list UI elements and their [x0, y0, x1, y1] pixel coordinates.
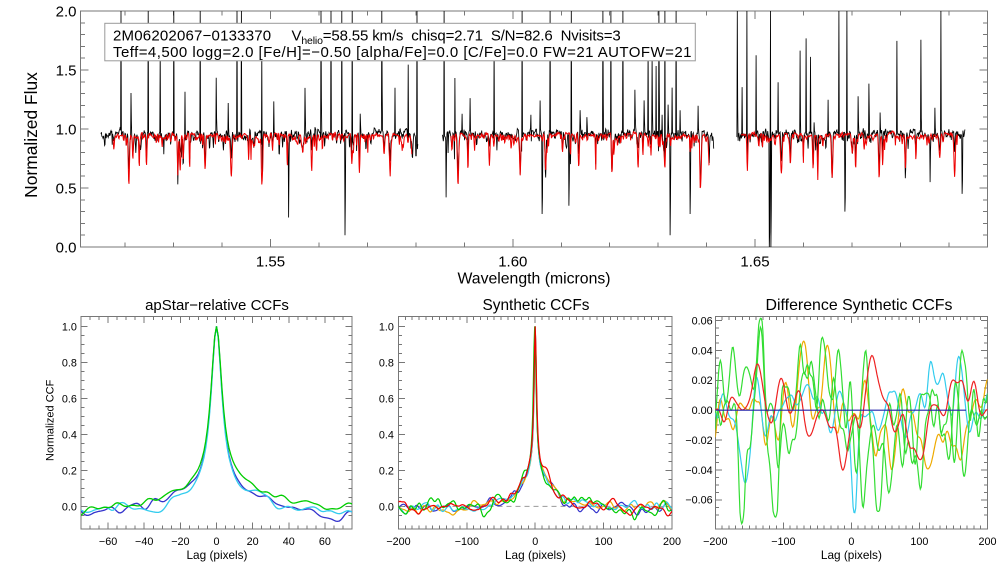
svg-text:−100: −100 — [455, 536, 479, 548]
svg-text:0.8: 0.8 — [379, 357, 394, 369]
svg-text:0.0: 0.0 — [62, 501, 77, 513]
svg-text:2.0: 2.0 — [56, 3, 77, 20]
svg-text:0.00: 0.00 — [692, 405, 713, 417]
svg-text:Difference Synthetic CCFs: Difference Synthetic CCFs — [766, 297, 953, 314]
svg-text:apStar−relative CCFs: apStar−relative CCFs — [145, 297, 289, 314]
svg-text:40: 40 — [283, 536, 295, 548]
svg-text:200: 200 — [978, 536, 996, 548]
svg-text:1.5: 1.5 — [56, 62, 77, 79]
svg-text:60: 60 — [319, 536, 331, 548]
svg-text:Teff=4,500 logg=2.0 [Fe/H]=−0.: Teff=4,500 logg=2.0 [Fe/H]=−0.50 [alpha/… — [113, 44, 692, 61]
svg-text:−0.06: −0.06 — [685, 495, 712, 507]
svg-text:1.55: 1.55 — [256, 254, 285, 271]
svg-text:0: 0 — [532, 536, 538, 548]
svg-text:Synthetic CCFs: Synthetic CCFs — [483, 297, 590, 314]
svg-text:−0.04: −0.04 — [685, 465, 712, 477]
svg-text:0.8: 0.8 — [62, 357, 77, 369]
svg-text:1.65: 1.65 — [740, 254, 769, 271]
svg-text:Lag (pixels): Lag (pixels) — [187, 548, 248, 562]
svg-text:100: 100 — [910, 536, 928, 548]
svg-text:0.4: 0.4 — [62, 429, 77, 441]
svg-text:0: 0 — [213, 536, 219, 548]
svg-text:−100: −100 — [771, 536, 795, 548]
svg-text:1.60: 1.60 — [498, 254, 527, 271]
svg-text:0.6: 0.6 — [379, 393, 394, 405]
svg-text:−200: −200 — [386, 536, 410, 548]
svg-text:−40: −40 — [135, 536, 153, 548]
svg-text:−20: −20 — [171, 536, 189, 548]
svg-text:Lag (pixels): Lag (pixels) — [505, 548, 566, 562]
svg-text:0.2: 0.2 — [379, 465, 394, 477]
svg-text:100: 100 — [595, 536, 613, 548]
svg-text:0: 0 — [848, 536, 854, 548]
svg-text:0.02: 0.02 — [692, 375, 713, 387]
svg-text:0.04: 0.04 — [692, 345, 713, 357]
svg-text:2M06202067−0133370: 2M06202067−0133370 — [113, 27, 271, 44]
svg-text:1.0: 1.0 — [379, 321, 394, 333]
svg-text:−0.02: −0.02 — [685, 435, 712, 447]
svg-text:0.0: 0.0 — [379, 501, 394, 513]
svg-text:200: 200 — [663, 536, 681, 548]
svg-text:1.0: 1.0 — [56, 121, 77, 138]
svg-text:Normalized CCF: Normalized CCF — [45, 379, 57, 461]
svg-text:−60: −60 — [99, 536, 117, 548]
svg-text:−200: −200 — [703, 536, 727, 548]
svg-text:0.5: 0.5 — [56, 180, 77, 197]
svg-text:Lag (pixels): Lag (pixels) — [821, 548, 882, 562]
svg-text:Wavelength (microns): Wavelength (microns) — [457, 271, 610, 288]
svg-text:Normalized Flux: Normalized Flux — [21, 72, 41, 198]
svg-text:0.0: 0.0 — [56, 239, 77, 256]
svg-text:0.06: 0.06 — [692, 316, 713, 328]
svg-text:0.6: 0.6 — [62, 393, 77, 405]
svg-text:0.4: 0.4 — [379, 429, 394, 441]
svg-text:0.2: 0.2 — [62, 465, 77, 477]
svg-text:1.0: 1.0 — [62, 321, 77, 333]
svg-text:Vhelio=58.55 km/s chisq=2.71: Vhelio=58.55 km/s chisq=2.71 S/N=82.6 Nv… — [292, 27, 621, 47]
svg-text:20: 20 — [247, 536, 259, 548]
